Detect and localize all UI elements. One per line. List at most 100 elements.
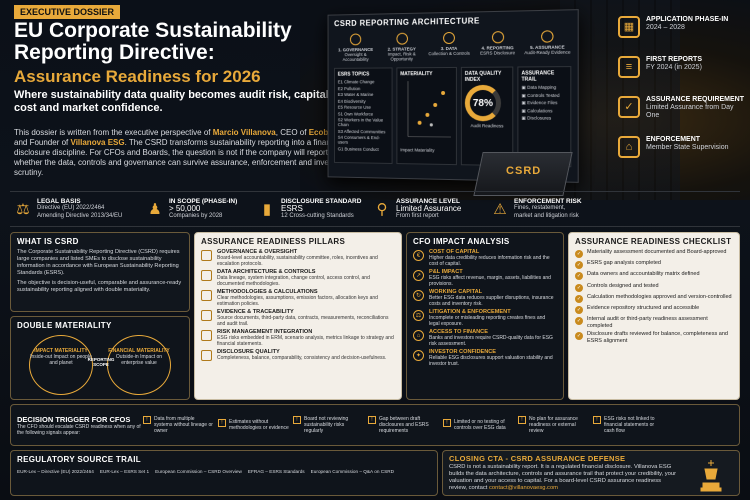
step-sub: Impact, Risk & Opportunity — [387, 51, 416, 62]
checklist-text: Data owners and accountability matrix de… — [587, 271, 700, 278]
trigger-text: The CFO should escalate CSRD readiness w… — [17, 423, 141, 436]
impact-title: COST OF CAPITAL — [429, 249, 480, 255]
materiality-panel: MATERIALITY Impact Materiality — [396, 66, 457, 166]
trigger-item: ! Board not reviewing sustainability risk… — [291, 416, 366, 434]
fact-item: ≡ FIRST REPORTS FY 2024 (in 2025) — [618, 56, 746, 96]
impact-text: Better ESG data reduces supplier disrupt… — [429, 295, 554, 307]
pillar-title: EVIDENCE & TRACEABILITY — [217, 309, 294, 315]
facts-column: ▦ APPLICATION PHASE-IN 2024 – 2028 ≡ FIRST … — [618, 16, 746, 176]
source-link[interactable]: EFRAG – ESRS Standards — [247, 469, 305, 474]
pillar-item: RISK MANAGEMENT INTEGRATION ESG risks emb… — [195, 329, 401, 347]
fact-title: ENFORCEMENT — [646, 136, 701, 143]
cycle-icon: ↻ — [413, 290, 424, 301]
check-icon: ✓ — [575, 250, 583, 258]
closing-cta-panel: CLOSING CTA - CSRD ASSURANCE DEFENSE CSR… — [442, 450, 740, 496]
esrs-topic: E4 Biodiversity — [337, 98, 366, 104]
key-stats-band: ⚖ LEGAL BASIS Directive (EU) 2022/2464 Amen… — [10, 191, 740, 227]
cta-text: CSRD is not a sustainability report. It … — [443, 464, 683, 492]
checklist-item: ✓ Controls designed and tested — [569, 283, 739, 292]
impact-title: IMPACT MATERIALITY — [34, 348, 88, 354]
chess-king-icon — [700, 460, 722, 492]
impact-text: Incomplete or misleading reporting creat… — [429, 315, 546, 327]
check-icon: ✓ — [575, 332, 583, 341]
stat-title: DISCLOSURE STANDARD — [281, 197, 362, 205]
intro-text-a: This dossier is written from the executi… — [14, 128, 211, 137]
impact-title: LITIGATION & ENFORCEMENT — [429, 309, 511, 315]
fact-item: ⌂ ENFORCEMENT Member State Supervision — [618, 136, 746, 176]
database-icon — [201, 270, 212, 281]
trail-item: ▣ Controls Tested — [521, 92, 560, 98]
stat-sub: Amending Directive 2013/34/EU — [37, 212, 123, 219]
bank-icon: ⌂ — [413, 330, 424, 341]
assurance-pillars-panel: ASSURANCE READINESS PILLARS GOVERNANCE &… — [194, 232, 402, 400]
checklist-text: Evidence repository structured and acces… — [587, 304, 700, 311]
csrd-book-image: CSRD — [473, 152, 573, 196]
materiality-venn-diagram: IMPACT MATERIALITY Inside-out Impact on p… — [19, 333, 181, 397]
euro-icon: € — [413, 250, 424, 261]
trigger-item: ! Data from multiple systems without line… — [141, 416, 216, 434]
pillar-text: Completeness, balance, comparability, co… — [217, 355, 387, 361]
cta-email-link[interactable]: contact@villanovaesg.com — [488, 485, 559, 491]
trigger-item-text: No plan for assurance readiness or exter… — [529, 416, 578, 434]
impact-item: ↻ WORKING CAPITAL Better ESG data reduces … — [407, 289, 563, 307]
warning-icon: ⚠ — [493, 201, 507, 218]
stat-item: ⚖ LEGAL BASIS Directive (EU) 2022/2464 Amen… — [10, 198, 142, 221]
fact-title: APPLICATION PHASE-IN — [646, 16, 729, 23]
checklist-text: Internal audit or third-party readiness … — [587, 316, 708, 329]
stat-item: ▮ DISCLOSURE STANDARD ESRS 12 Cross-cutting… — [254, 198, 369, 221]
checklist-text: ESRS gap analysis completed — [587, 260, 661, 267]
pillar-item: DATA ARCHITECTURE & CONTROLS Data lineage… — [195, 269, 401, 287]
company-ecobraz: Ecobraz — [308, 128, 340, 137]
stat-title: ASSURANCE LEVEL — [396, 197, 460, 205]
stat-value: > 50,000 — [169, 204, 201, 214]
pillar-text: Source documents, third-party data, cont… — [217, 315, 389, 327]
impact-title: P&L IMPACT — [429, 269, 463, 275]
cfo-impact-panel: CFO IMPACT ANALYSIS € COST OF CAPITAL High… — [406, 232, 564, 400]
assurance-trail-title: ASSURANCE TRAIL — [521, 70, 555, 83]
pillar-title: DISCLOSURE QUALITY — [217, 349, 280, 355]
step-circle-icon — [541, 30, 554, 43]
stat-value: ESRS — [281, 204, 303, 214]
stat-title: IN SCOPE (PHASE-IN) — [169, 197, 238, 205]
dm-title: DOUBLE MATERIALITY — [17, 321, 112, 330]
esrs-topic: G1 Business Conduct — [337, 145, 379, 152]
check-icon: ✓ — [575, 294, 583, 303]
source-link[interactable]: EUR-Lex – ESRS Set 1 — [99, 469, 150, 474]
impact-item: ⚖ LITIGATION & ENFORCEMENT Incomplete or m… — [407, 309, 563, 327]
esrs-topic: S1 Own Workforce — [337, 111, 374, 117]
decision-trigger-panel: DECISION TRIGGER FOR CFOS The CFO should … — [10, 404, 740, 446]
report-icon: ≡ — [618, 56, 640, 78]
pillar-title: RISK MANAGEMENT INTEGRATION — [217, 329, 313, 335]
step-circle-icon — [443, 31, 455, 45]
trigger-item: ! No plan for assurance readiness or exte… — [516, 416, 591, 434]
fact-item: ▦ APPLICATION PHASE-IN 2024 – 2028 — [618, 16, 746, 56]
what-paragraph-1: The Corporate Sustainability Reporting D… — [17, 249, 180, 276]
source-link[interactable]: EUR-Lex – Directive (EU) 2022/2464 — [17, 469, 94, 474]
checklist-item: ✓ Evidence repository structured and acce… — [569, 305, 739, 314]
checklist-item: ✓ ESRS gap analysis completed — [569, 260, 739, 270]
fact-text: Limited Assurance from Day One — [646, 104, 734, 119]
esrs-topic: S4 Consumers & End-users — [337, 134, 380, 145]
stat-value: Fines, restatement, — [514, 205, 566, 212]
materiality-point — [425, 112, 430, 117]
trigger-item: ! Estimates without methodologies or evid… — [216, 419, 291, 431]
arch-step: 4. REPORTING ESRS Disclosure — [474, 31, 521, 61]
people-icon: ♟ — [148, 201, 162, 218]
trigger-item: ! Gap between draft disclosures and ESRS … — [366, 416, 441, 434]
pillar-text: ESG risks embedded in ERM, scenario anal… — [217, 335, 394, 347]
pillar-title: METHODOLOGIES & CALCULATIONS — [217, 289, 318, 295]
trigger-item-text: Estimates without methodologies or evide… — [229, 419, 289, 431]
reporting-scope-label: REPORTING SCOPE — [87, 357, 115, 367]
source-link[interactable]: European Commission – CSRD Overview — [155, 469, 242, 474]
check-icon: ✓ — [575, 305, 583, 314]
checklist-title: ASSURANCE READINESS CHECKLIST — [575, 237, 732, 246]
trail-item: ▣ Disclosures — [521, 115, 552, 121]
evidence-icon — [201, 310, 212, 321]
step-sub: Collection & Controls — [428, 50, 470, 57]
esrs-topic: E5 Resource Use — [337, 104, 371, 110]
source-link[interactable]: European Commission – Q&A on CSRD — [310, 469, 395, 474]
alert-icon: ! — [593, 416, 601, 424]
sources-title: REGULATORY SOURCE TRAIL — [17, 455, 141, 464]
arch-step: 2. STRATEGY Impact, Risk & Opportunity — [380, 32, 424, 62]
